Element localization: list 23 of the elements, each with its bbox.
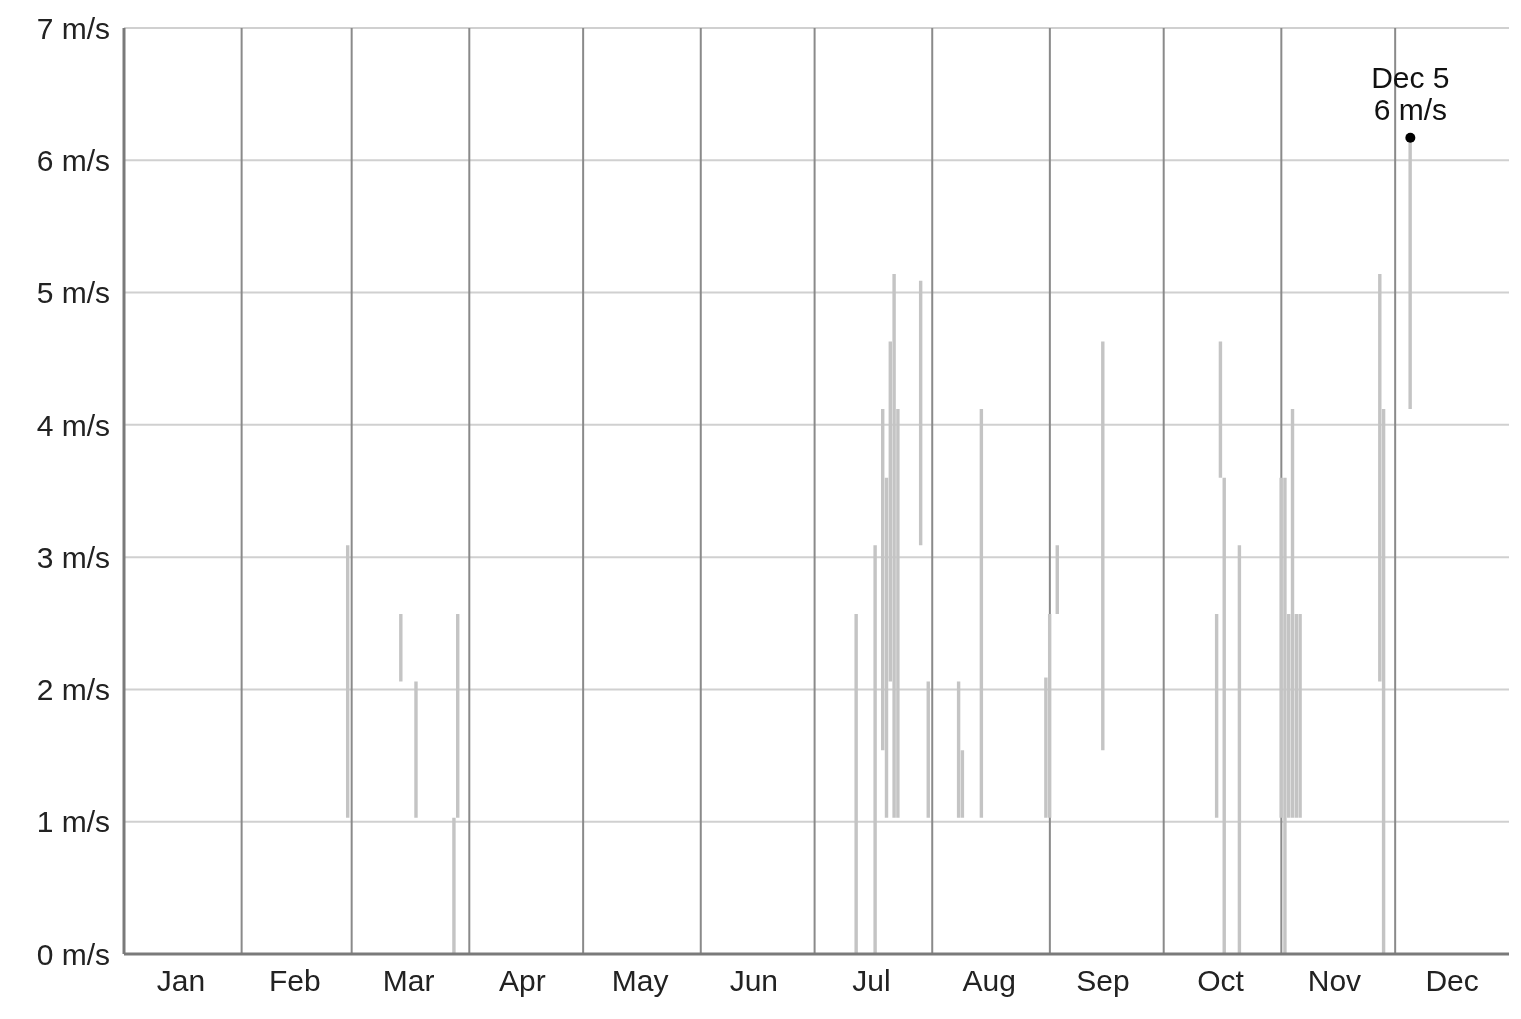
y-tick-label: 0 m/s [36,937,110,971]
x-tick-label: Feb [268,964,321,998]
x-tick-label: Dec [1425,964,1479,998]
annotation: 6 m/s [1373,92,1448,126]
x-tick-label: Aug [962,964,1016,998]
y-tick-label: 2 m/s [36,673,110,707]
annotation: Dec 5 [1371,60,1450,94]
x-tick-label: Oct [1197,964,1245,998]
y-tick-label: 7 m/s [36,11,110,45]
x-tick-label: Jan [156,964,206,998]
y-tick-label: 3 m/s [36,540,110,574]
x-tick-label: Jul [852,964,891,998]
y-tick-label: 5 m/s [36,276,110,310]
y-tick-label: 6 m/s [36,143,110,177]
x-tick-label: Jun [729,964,779,998]
x-tick-label: Nov [1307,964,1362,998]
x-tick-label: Apr [499,964,546,998]
bar [399,614,403,682]
y-tick-label: 1 m/s [36,805,110,839]
x-tick-label: May [611,964,669,998]
x-tick-label: Mar [382,964,435,998]
y-tick-label: 4 m/s [36,408,110,442]
x-tick-label: Sep [1076,964,1130,998]
